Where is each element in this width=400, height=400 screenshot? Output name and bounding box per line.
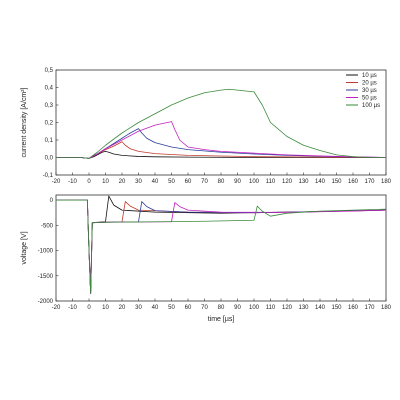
series-line-30-s: [56, 199, 387, 294]
bottom-axis-ticks: -20 -10 0 10 20 30 40 50 60 70 80 90 100 110 120 130 140…: [38, 198, 392, 311]
x-tick-label: 160: [348, 179, 359, 185]
legend-label: 20 µs: [362, 81, 377, 87]
x-tick-label: 150: [331, 305, 342, 311]
x-tick-label: 80: [218, 179, 225, 185]
x-tick-label: 110: [266, 305, 276, 311]
x-tick-label: 80: [218, 305, 225, 311]
x-tick-label: 140: [315, 179, 326, 185]
x-tick-label: 180: [381, 179, 392, 185]
bottom-series-group: [56, 195, 387, 294]
top-axis-ticks: -20 -10 0 10 20 30 40 50 60 70 80 90 100 110 120 130 140…: [43, 68, 392, 185]
x-tick-label: 170: [364, 179, 375, 185]
series-line-30-s: [56, 128, 387, 159]
x-tick-label: 70: [201, 179, 208, 185]
y-tick-label: -1500: [38, 274, 54, 280]
x-tick-label: 180: [381, 305, 392, 311]
y-tick-label: -0,1: [43, 173, 54, 179]
x-tick-label: 120: [282, 305, 293, 311]
x-tick-label: 140: [315, 305, 326, 311]
y-tick-label: -2000: [38, 299, 54, 305]
x-tick-label: 70: [201, 305, 208, 311]
top-series-group: [56, 88, 387, 159]
x-tick-label: -20: [52, 305, 61, 311]
y-tick-label: 0,4: [45, 86, 54, 92]
x-tick-label: 60: [185, 305, 192, 311]
bottom-x-axis-label: time [µs]: [208, 316, 235, 323]
legend-label: 30 µs: [362, 88, 377, 94]
x-tick-label: 10: [102, 179, 109, 185]
series-line-100-s: [56, 88, 386, 159]
y-tick-label: 0,2: [45, 121, 54, 127]
y-tick-label: 0,3: [45, 103, 54, 109]
top-y-axis-label: current density [A/cm²]: [21, 87, 28, 157]
x-tick-label: 30: [135, 179, 142, 185]
series-line-50-s: [56, 121, 387, 159]
x-tick-label: 60: [185, 179, 192, 185]
series-line-20-s: [56, 141, 387, 159]
series-line-20-s: [56, 199, 387, 294]
y-tick-label: -500: [41, 223, 54, 229]
x-tick-label: 10: [102, 305, 109, 311]
voltage-panel: -20 -10 0 10 20 30 40 50 60 70 80 90 100 110 120 130 140…: [21, 194, 392, 323]
y-tick-label: 0,0: [45, 156, 54, 162]
x-tick-label: 0: [87, 305, 91, 311]
x-tick-label: -20: [52, 179, 61, 185]
x-tick-label: 110: [266, 179, 276, 185]
x-tick-label: 100: [249, 179, 260, 185]
x-tick-label: 150: [331, 179, 342, 185]
y-tick-label: -1000: [38, 249, 54, 255]
y-tick-label: 0,5: [45, 68, 54, 74]
x-tick-label: 50: [168, 179, 175, 185]
x-tick-label: -10: [68, 305, 77, 311]
x-tick-label: 40: [152, 179, 159, 185]
legend-label: 100 µs: [362, 103, 380, 109]
x-tick-label: 40: [152, 305, 159, 311]
x-tick-label: -10: [68, 179, 77, 185]
x-tick-label: 50: [168, 305, 175, 311]
x-tick-label: 130: [298, 305, 309, 311]
current-density-panel: -20 -10 0 10 20 30 40 50 60 70 80 90 100 110 120 130 140…: [21, 68, 392, 185]
y-tick-label: 0: [50, 198, 54, 204]
legend-label: 10 µs: [362, 73, 377, 79]
legend-label: 50 µs: [362, 96, 377, 102]
x-tick-label: 30: [135, 305, 142, 311]
x-tick-label: 20: [119, 179, 126, 185]
x-tick-label: 120: [282, 179, 293, 185]
x-tick-label: 0: [87, 179, 91, 185]
x-tick-label: 90: [234, 179, 241, 185]
y-tick-label: 0,1: [45, 138, 54, 144]
x-tick-label: 100: [249, 305, 260, 311]
x-tick-label: 160: [348, 305, 359, 311]
top-plot-frame: [55, 69, 387, 176]
bottom-y-axis-label: voltage [V]: [21, 231, 28, 264]
series-line-100-s: [56, 199, 387, 294]
x-tick-label: 20: [119, 305, 126, 311]
x-tick-label: 90: [234, 305, 241, 311]
x-tick-label: 130: [298, 179, 309, 185]
x-tick-label: 170: [364, 305, 375, 311]
series-line-50-s: [56, 199, 387, 294]
